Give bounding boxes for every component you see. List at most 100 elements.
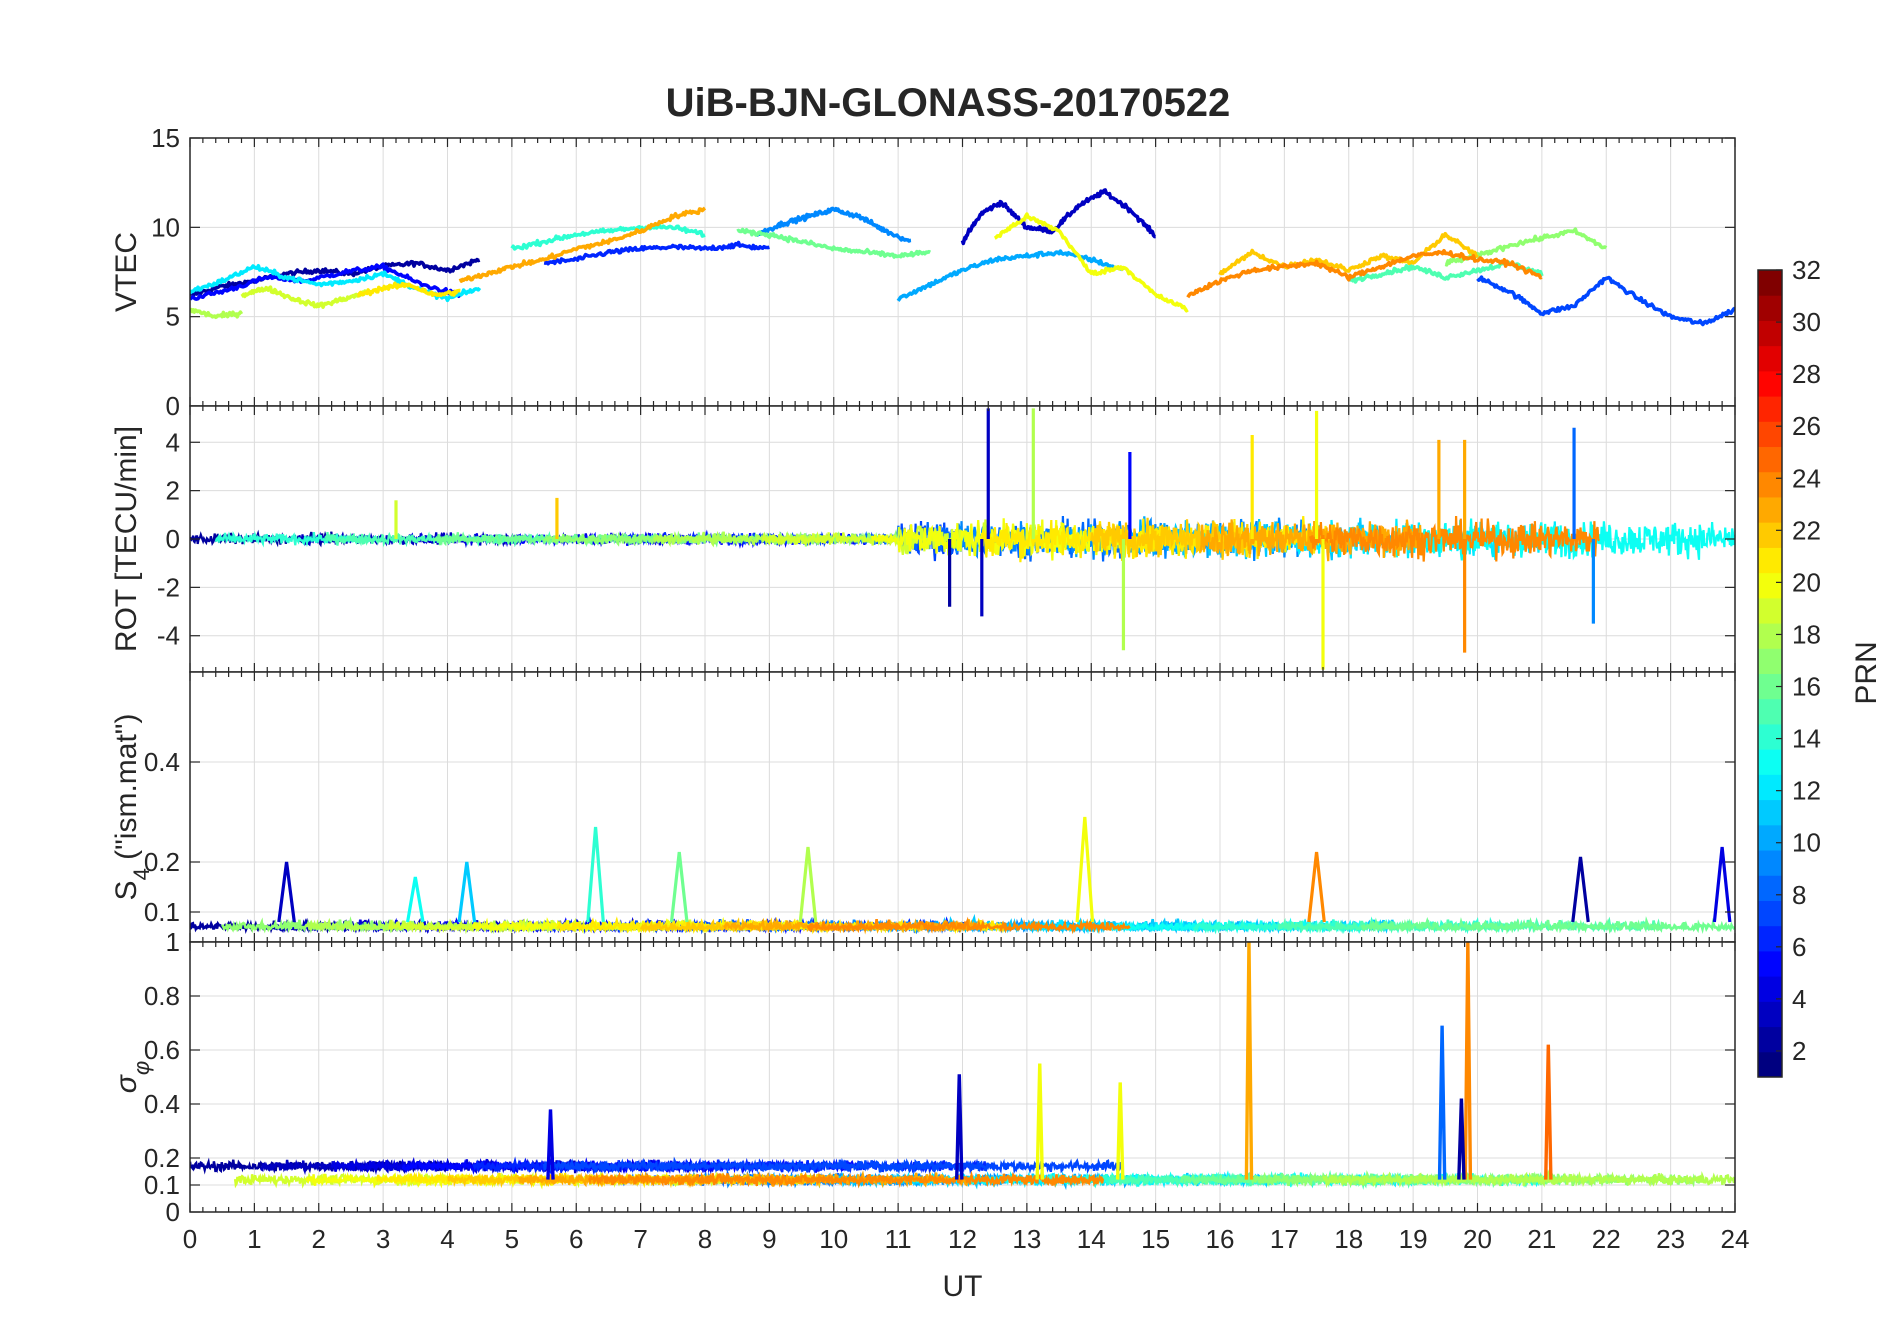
vtec-series-prn-23 (458, 206, 707, 283)
x-tick-label: 2 (312, 1224, 326, 1254)
vtec-series-prn-10 (896, 249, 1125, 302)
s4-peak (586, 826, 605, 923)
x-tick-label: 1 (247, 1224, 261, 1254)
y-tick-label: 1 (166, 927, 180, 957)
colorbar-swatch (1758, 1001, 1782, 1028)
y-axis-label-vtec: VTEC (110, 232, 143, 312)
sigma-spike (1115, 1082, 1125, 1180)
x-tick-label: 20 (1463, 1224, 1492, 1254)
colorbar-tick-label: 14 (1792, 724, 1821, 754)
x-tick-label: 0 (183, 1224, 197, 1254)
y-tick-label: 0.4 (144, 747, 180, 777)
colorbar-swatch (1758, 875, 1782, 901)
colorbar-swatch (1758, 370, 1782, 397)
y-tick-label: 0.2 (144, 847, 180, 877)
y-tick-label: -2 (157, 572, 180, 602)
y-tick-label: 0.1 (144, 897, 180, 927)
panel-sigma_phi: 00.10.2 0.4 0.6 0.8 1 σφ (110, 927, 1736, 1227)
colorbar-swatch (1758, 1051, 1782, 1078)
colorbar-swatch (1758, 976, 1782, 1002)
s4-peak (406, 876, 425, 923)
chart-title: UiB-BJN-GLONASS-20170522 (666, 81, 1231, 125)
colorbar-tick-label: 32 (1792, 255, 1821, 285)
vtec-series-prn-22 (1218, 231, 1479, 276)
x-tick-label: 6 (569, 1224, 583, 1254)
sigma-series-prn-24 (587, 1170, 1105, 1189)
x-tick-label: 7 (633, 1224, 647, 1254)
rot-series-prn-24 (1309, 515, 1600, 562)
colorbar-tick-label: 2 (1792, 1036, 1806, 1066)
sigma-series-prn-18 (1322, 1168, 1735, 1189)
s4-series-prn-16 (1360, 916, 1735, 935)
colorbar-swatch (1758, 345, 1782, 372)
sigma-series-prn-7 (542, 1156, 1124, 1175)
sigma-spike (1544, 1044, 1553, 1180)
colorbar-tick-label: 26 (1792, 411, 1821, 441)
panel-rot: -4 -2 0 2 4 ROT [TECU/min] (110, 405, 1736, 673)
s4-peak (798, 846, 818, 923)
x-tick-label: 11 (885, 1224, 912, 1254)
y-tick-label: 0.4 (144, 1089, 180, 1119)
colorbar-tick-label: 8 (1792, 880, 1806, 910)
x-axis-label: UT (943, 1270, 983, 1303)
sigma-spike (1457, 1098, 1466, 1180)
colorbar-swatch (1758, 648, 1782, 674)
s4-peak (1075, 816, 1095, 923)
colorbar-swatch (1758, 270, 1782, 296)
colorbar-swatch (1758, 749, 1782, 775)
colorbar-swatch (1758, 925, 1782, 952)
y-tick-label: 0 (166, 1197, 180, 1227)
x-tick-label: 3 (376, 1224, 390, 1254)
colorbar-swatch (1758, 396, 1782, 422)
colorbar-label: PRN (1850, 641, 1883, 704)
colorbar-swatch (1758, 547, 1782, 574)
colorbar-swatch (1758, 572, 1782, 599)
y-tick-label: 0.6 (144, 1035, 180, 1065)
y-tick-label: -4 (157, 621, 180, 651)
vtec-series-prn-18 (190, 307, 244, 320)
x-tick-label: 15 (1141, 1224, 1170, 1254)
x-tick-label: 17 (1270, 1224, 1299, 1254)
s4-peak (1571, 856, 1590, 923)
colorbar-swatch (1758, 900, 1782, 927)
sigma-spike (955, 1074, 964, 1180)
x-tick-label: 14 (1077, 1224, 1106, 1254)
x-tick-label: 22 (1592, 1224, 1621, 1254)
colorbar-swatch (1758, 698, 1782, 725)
x-tick-label: 5 (505, 1224, 519, 1254)
y-tick-label: 0 (166, 391, 180, 421)
x-tick-label: 19 (1399, 1224, 1428, 1254)
vtec-series-prn-6 (543, 240, 770, 266)
x-tick-label: 21 (1527, 1224, 1556, 1254)
colorbar-swatch (1758, 446, 1782, 473)
vtec-series-prn-7 (1476, 275, 1735, 327)
vtec-series-prn-16 (736, 227, 932, 259)
y-axis-label-rot: ROT [TECU/min] (110, 426, 143, 652)
x-tick-label: 23 (1656, 1224, 1685, 1254)
colorbar-swatch (1758, 295, 1782, 321)
sigma-spike (1437, 1025, 1447, 1180)
colorbar-swatch (1758, 799, 1782, 826)
y-axis-label-sigma_phi: σφ (110, 1061, 154, 1093)
y-tick-label: 4 (166, 427, 180, 457)
colorbar-tick-label: 24 (1792, 463, 1821, 493)
y-tick-label: 0.1 (144, 1170, 180, 1200)
s4-peak (277, 861, 296, 923)
colorbar-tick-label: 20 (1792, 567, 1821, 597)
colorbar-swatch (1758, 471, 1782, 498)
plot-area (190, 408, 1735, 670)
colorbar-swatch (1758, 623, 1782, 649)
sigma-spike (1035, 1063, 1045, 1180)
sigma-spike (1463, 942, 1473, 1180)
x-tick-label: 10 (819, 1224, 848, 1254)
vtec-series-prn-19 (240, 285, 372, 309)
x-tick-label: 8 (698, 1224, 712, 1254)
sigma-spike (546, 1109, 555, 1180)
s4-peak (1712, 846, 1732, 923)
vtec-series-prn-21 (356, 281, 462, 298)
colorbar-tick-label: 6 (1792, 932, 1806, 962)
colorbar-swatch (1758, 950, 1782, 977)
colorbar-swatch (1758, 850, 1782, 876)
colorbar-swatch (1758, 320, 1782, 347)
